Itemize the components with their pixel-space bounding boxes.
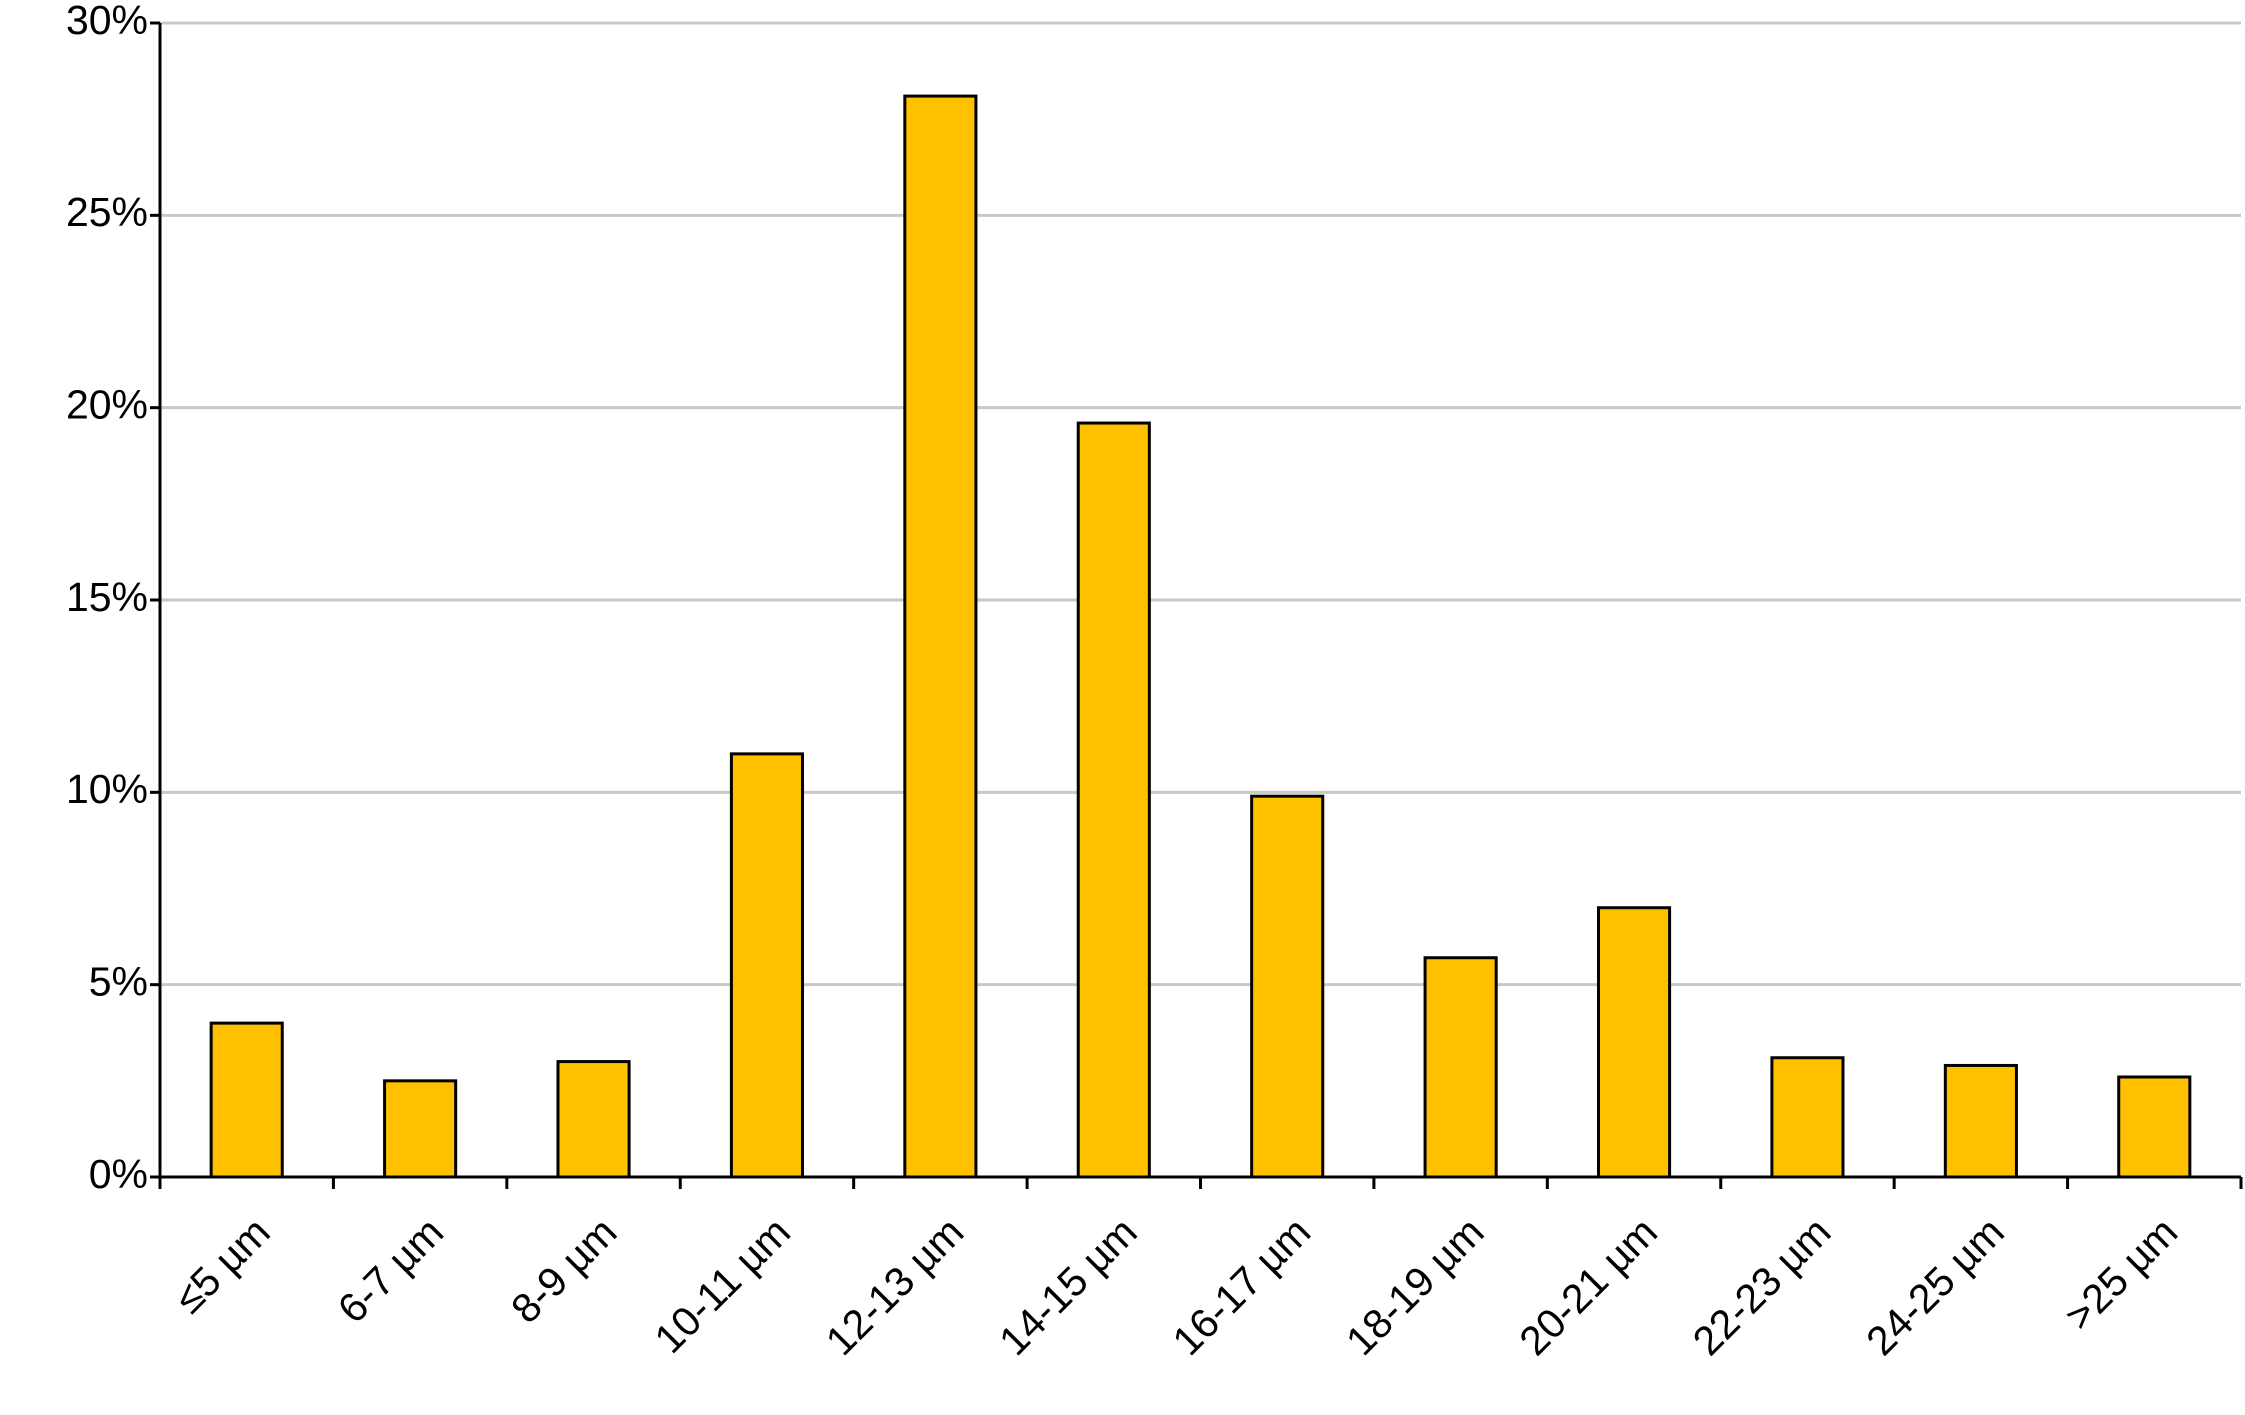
- bar: [1423, 956, 1498, 1179]
- x-tick-label: 8-9 µm: [502, 1208, 625, 1331]
- bar: [2117, 1075, 2192, 1179]
- x-tick-label: 16-17 µm: [1164, 1208, 1320, 1364]
- bar: [729, 752, 805, 1179]
- bar: [209, 1021, 284, 1179]
- x-tick-label: 12-13 µm: [817, 1208, 973, 1364]
- x-tick-label: 10-11 µm: [646, 1208, 799, 1361]
- y-tick-label: 25%: [66, 189, 148, 235]
- x-tick-label: >25 µm: [2056, 1208, 2187, 1339]
- bar: [903, 94, 978, 1179]
- y-tick-label: 10%: [66, 766, 148, 812]
- bar: [1770, 1056, 1845, 1179]
- y-tick-label: 0%: [89, 1151, 148, 1197]
- x-tick-label: 22-23 µm: [1684, 1208, 1840, 1364]
- x-tick-label: 14-15 µm: [990, 1208, 1146, 1364]
- bar: [1250, 794, 1325, 1179]
- bar: [383, 1079, 458, 1179]
- x-tick-label: 18-19 µm: [1337, 1208, 1493, 1364]
- y-tick-label: 30%: [66, 0, 148, 43]
- y-tick-label: 5%: [89, 958, 148, 1004]
- bar: [1943, 1063, 2018, 1179]
- x-tick-label: 6-7 µm: [329, 1208, 452, 1331]
- bar: [1596, 906, 1672, 1179]
- bar: [556, 1060, 631, 1179]
- x-tick-label: 20-21 µm: [1510, 1208, 1666, 1364]
- bar: [1076, 421, 1151, 1179]
- x-tick-label: 24-25 µm: [1857, 1208, 2013, 1364]
- y-tick-label: 15%: [66, 574, 148, 620]
- y-tick-label: 20%: [66, 381, 148, 427]
- x-tick-label: ≤5 µm: [165, 1208, 278, 1321]
